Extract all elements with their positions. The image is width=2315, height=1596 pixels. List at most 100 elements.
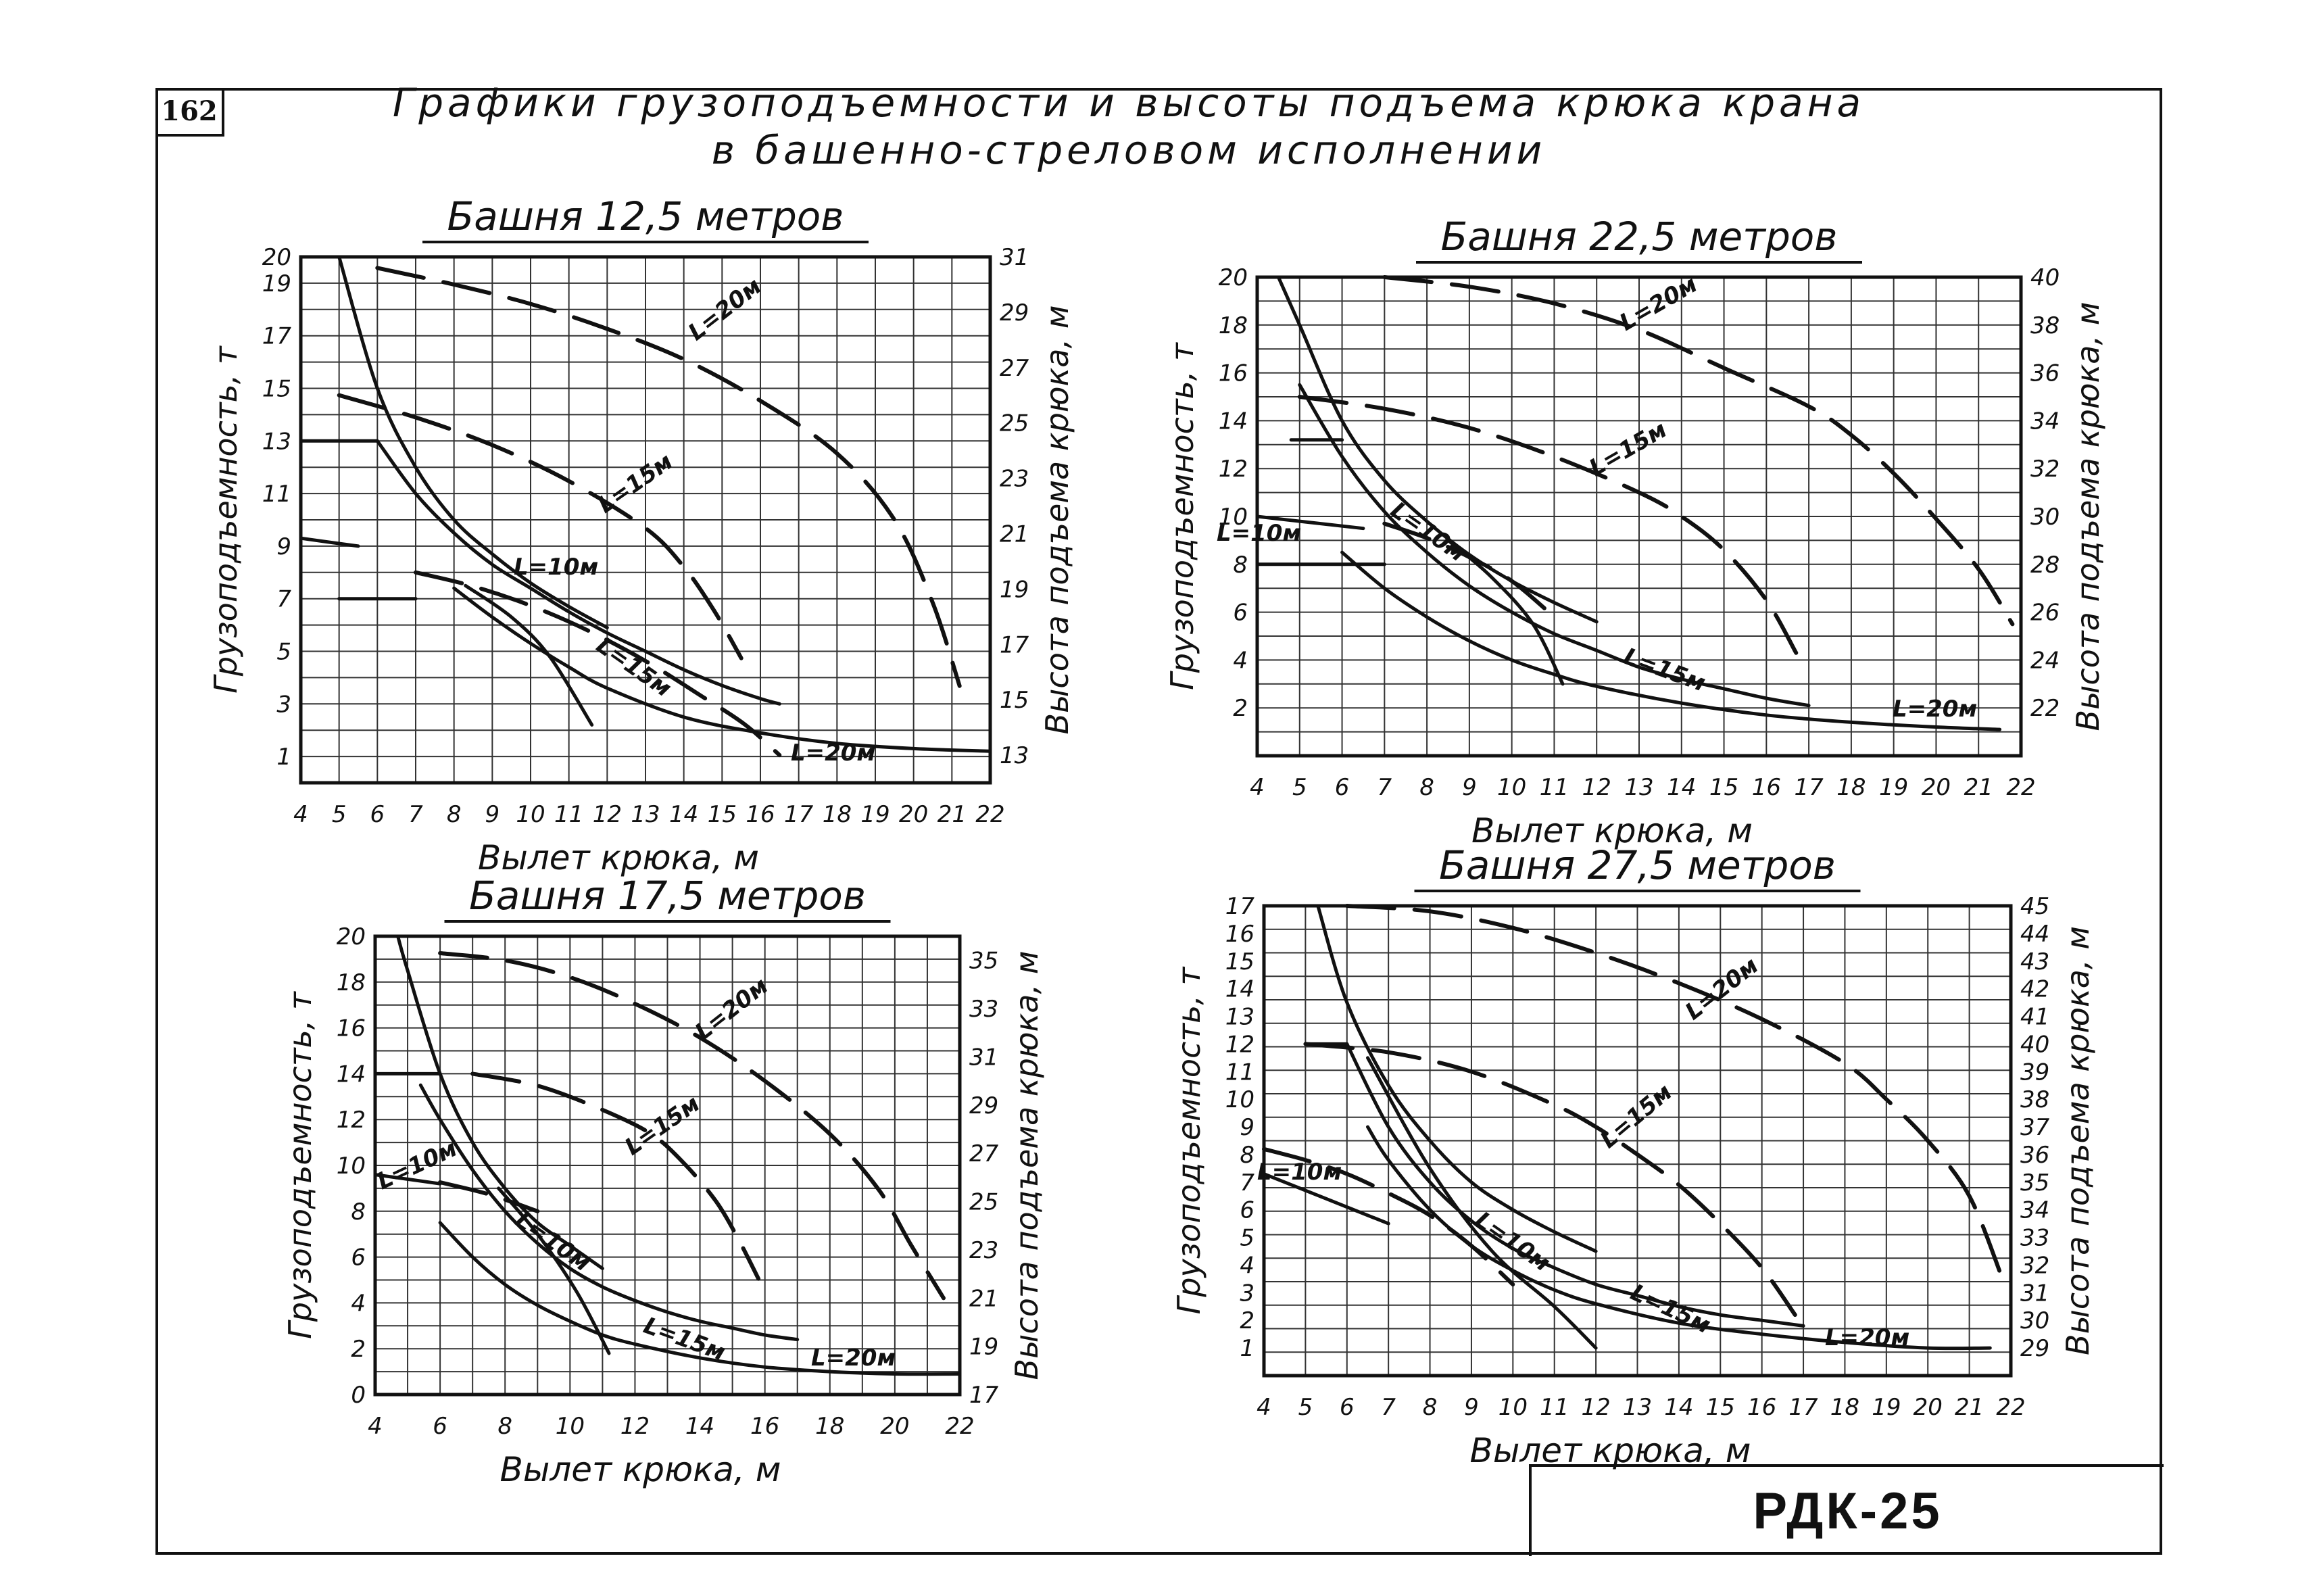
y-tick-label: 20 [262,244,291,271]
y-tick-label: 5 [276,639,291,666]
series-line-5 [299,536,360,548]
y-tick-label: 14 [1219,408,1248,435]
x-tick-label: 14 [669,801,698,828]
y2-tick-label: 39 [2020,1059,2049,1086]
chart-title: Башня 17,5 метров [469,873,866,919]
x-tick-label: 9 [1464,1394,1479,1421]
y-tick-label: 1 [1240,1335,1254,1362]
x-tick-label: 10 [1497,774,1526,801]
x-tick-label: 16 [1747,1394,1776,1421]
y-axis-label: Грузоподъемность, т [282,991,318,1339]
x-axis-label: Вылет крюка, м [500,1450,781,1489]
y-tick-label: 15 [1225,948,1254,975]
y-tick-label: 11 [262,481,291,508]
page-title-line2: в башенно-стреловом исполнении [711,127,1546,173]
curve-label: L=10м [1386,497,1471,568]
x-tick-label: 20 [880,1413,909,1440]
y2-tick-label: 21 [1000,521,1029,548]
curve-label: L=10м [510,1207,595,1278]
y2-tick-label: 36 [2020,1142,2049,1169]
x-tick-label: 14 [685,1413,714,1440]
y2-tick-label: 30 [2030,504,2060,531]
x-tick-label: 16 [1752,774,1781,801]
y2-tick-label: 41 [2020,1004,2049,1031]
x-tick-label: 17 [1794,774,1824,801]
y2-tick-label: 36 [2030,360,2060,387]
x-tick-label: 4 [1257,1394,1271,1421]
x-tick-label: 10 [516,801,545,828]
y2-tick-label: 29 [969,1092,998,1119]
y2-tick-label: 31 [969,1044,998,1071]
y-axis-label: Грузоподъемность, т [208,345,244,694]
plot-frame [299,255,992,785]
x-tick-label: 8 [497,1413,512,1440]
y-tick-label: 7 [276,586,291,613]
x-tick-label: 19 [1872,1394,1901,1421]
y-tick-label: 11 [1225,1059,1254,1086]
x-tick-label: 18 [823,801,852,828]
x-tick-label: 13 [631,801,660,828]
y2-tick-label: 33 [969,996,998,1023]
x-tick-label: 12 [1582,774,1611,801]
x-tick-label: 17 [1788,1394,1818,1421]
x-tick-label: 6 [1335,774,1350,801]
y2-tick-label: 44 [2020,921,2049,948]
y2-tick-label: 33 [2020,1225,2049,1252]
y-tick-label: 3 [1240,1280,1254,1307]
x-tick-label: 6 [433,1413,447,1440]
series-line-2 [375,439,781,706]
x-tick-label: 22 [2006,774,2035,801]
y-tick-label: 10 [337,1153,366,1180]
y-tick-label: 14 [337,1061,366,1088]
x-tick-label: 7 [1381,1394,1396,1421]
series-line-2 [1298,383,1811,708]
x-tick-label: 4 [368,1413,383,1440]
x-tick-label: 18 [815,1413,844,1440]
y-tick-label: 12 [1219,456,1248,483]
y2-axis-label: Высота подъема крюка, м [2070,302,2106,731]
y-tick-label: 5 [1240,1225,1254,1252]
x-tick-label: 19 [1879,774,1908,801]
x-tick-label: 12 [620,1413,650,1440]
x-tick-label: 13 [1624,774,1653,801]
series-line-3 [438,1221,962,1376]
series-line-3 [452,586,992,753]
x-tick-label: 14 [1664,1394,1693,1421]
curve-label: L=15м [591,632,677,703]
plot-frame [1262,904,2013,1378]
series-line-5 [1255,514,1365,531]
series-line-1 [1316,904,1598,1253]
y-tick-label: 8 [1233,552,1248,579]
x-tick-label: 15 [1709,774,1738,801]
y2-tick-label: 32 [2030,456,2060,483]
y2-tick-label: 22 [2030,695,2060,722]
y2-tick-label: 15 [1000,687,1029,714]
x-tick-label: 11 [554,801,583,828]
series-line-2 [418,1083,800,1342]
x-tick-label: 18 [1836,774,1866,801]
y2-tick-label: 27 [969,1140,999,1167]
x-tick-label: 13 [1623,1394,1652,1421]
series-line-8 [375,266,962,688]
y-tick-label: 13 [262,428,291,455]
y2-tick-label: 23 [969,1237,998,1264]
y-tick-label: 9 [276,533,291,560]
y-tick-label: 2 [1240,1307,1254,1334]
y2-tick-label: 40 [2030,264,2060,291]
x-tick-label: 12 [593,801,622,828]
x-tick-label: 16 [750,1413,779,1440]
x-tick-label: 21 [937,801,967,828]
curve-label: L=15м [593,448,678,519]
series-line-7 [1344,904,2005,1281]
curve-label: L=20м [1893,696,1977,723]
y2-tick-label: 35 [969,948,998,975]
y-tick-label: 16 [1225,921,1254,948]
y-tick-label: 17 [262,323,292,350]
y2-tick-label: 17 [969,1382,999,1409]
y-tick-label: 20 [1219,264,1248,291]
curve-label: L=20м [811,1345,896,1372]
y2-axis-label: Высота подъема крюка, м [1039,306,1075,735]
x-tick-label: 10 [556,1413,585,1440]
series-line-4 [464,583,594,727]
